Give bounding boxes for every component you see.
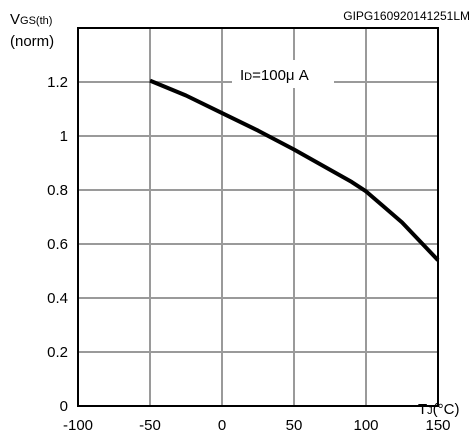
y-tick-label: 1 (60, 128, 68, 145)
series-line (149, 78, 440, 262)
condition-annotation: ID=100μ A (240, 67, 309, 84)
x-tick-label: 150 (425, 417, 450, 434)
y-tick-label: 1.2 (47, 74, 68, 91)
x-axis-label: TJ(°C) (418, 401, 460, 418)
y-tick-label: 0.4 (47, 290, 68, 307)
y-tick-label: 0.2 (47, 344, 68, 361)
x-tick-label: 100 (353, 417, 378, 434)
y-tick-label: 0.6 (47, 236, 68, 253)
plot-frame (77, 27, 439, 407)
plot-border (77, 27, 439, 407)
y-axis-label: VGS(th) (10, 11, 52, 28)
y-tick-label: 0 (60, 398, 68, 415)
y-tick-labels: 0 0.2 0.4 0.6 0.8 1 1.2 (47, 74, 68, 415)
x-tick-label: -100 (63, 417, 93, 434)
y-tick-label: 0.8 (47, 182, 68, 199)
annotation-background (232, 60, 334, 88)
x-tick-label: 50 (286, 417, 303, 434)
x-tick-labels: -100 -50 0 50 100 150 (63, 417, 451, 434)
x-tick-label: -50 (139, 417, 161, 434)
figure-id: GIPG160920141251LM (343, 9, 470, 23)
x-tick-label: 0 (218, 417, 226, 434)
y-axis-unit: (norm) (10, 33, 54, 50)
series-layer (149, 78, 440, 262)
